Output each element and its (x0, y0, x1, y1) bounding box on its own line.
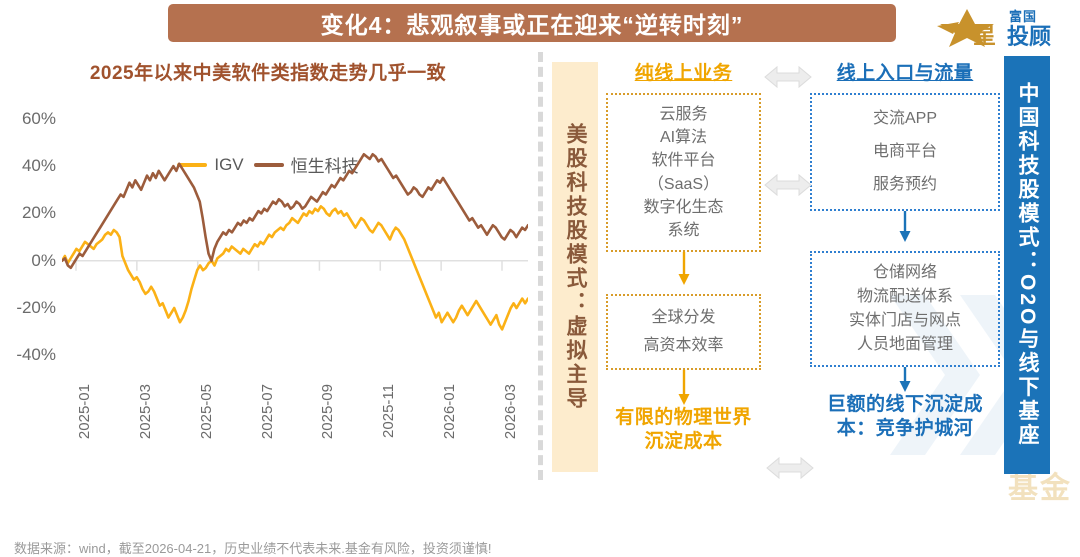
chart-footnote: 数据来源：wind，截至2026-04-21，历史业绩不代表未来.基金有风险，投… (14, 541, 492, 556)
chart-plot-area (60, 107, 530, 379)
y-axis-tick: -20% (16, 298, 56, 318)
legend-label-igv: IGV (214, 154, 244, 174)
offline-box2-item: 仓储网络 (872, 264, 937, 282)
chart-panel: 2025年以来中美软件类指数走势几乎一致 IGV 恒生科技 60% 40% 20% 0… (0, 52, 536, 556)
page-title: 变化4：悲观叙事或正在迎来“逆转时刻” (320, 12, 744, 38)
logo-brand-top: 富国 (1009, 9, 1038, 24)
cn-model-banner-label: 中国科技股模式：O2O与线下基座 (1016, 82, 1039, 448)
offline-box-secondary: 仓储网络 物流配送体系 实体门店与网点 人员地面管理 (810, 251, 1000, 368)
online-box2-item: 全球分发 (651, 309, 716, 327)
online-box-primary: 云服务 AI算法 软件平台 （SaaS） 数字化生态 系统 (606, 93, 761, 253)
y-axis-tick: 40% (21, 156, 56, 176)
chart-legend: IGV 恒生科技 (0, 152, 536, 177)
x-axis-tick: 2026-01 (441, 384, 459, 440)
legend-item-hstech: 恒生科技 (253, 152, 359, 177)
y-axis-tick: -40% (16, 345, 56, 365)
offline-box2-item: 人员地面管理 (856, 336, 953, 354)
offline-box-primary: 交流APP 电商平台 服务预约 (810, 93, 1000, 212)
online-column: 纯线上业务 云服务 AI算法 软件平台 （SaaS） 数字化生态 系统 全球分发… (606, 58, 761, 454)
x-axis-labels: 2025-01 2025-03 2025-05 2025-07 2025-09 2025-… (62, 384, 528, 480)
chart-title: 2025年以来中美软件类指数走势几乎一致 (89, 63, 447, 84)
legend-label-hstech: 恒生科技 (290, 157, 359, 176)
y-axis-tick: 60% (21, 108, 56, 128)
online-box2-item: 高资本效率 (643, 337, 724, 355)
page-title-banner: 变化4：悲观叙事或正在迎来“逆转时刻” (168, 4, 896, 42)
down-arrow-icon-offline-1 (899, 211, 911, 243)
offline-column: 线上入口与流量 交流APP 电商平台 服务预约 仓储网络 物流配送体系 实体门店… (810, 58, 1000, 441)
x-axis-tick: 2025-05 (197, 384, 215, 440)
down-arrow-icon-online-1 (678, 252, 689, 286)
x-axis-tick: 2025-11 (380, 384, 398, 438)
online-box-item: 数字化生态 (643, 198, 724, 216)
online-box-item: 云服务 (659, 106, 708, 123)
chart-series-IGV (60, 205, 530, 331)
y-axis-labels: 60% 40% 20% 0% -20% -40% (0, 107, 60, 379)
online-box-item: AI算法 (659, 129, 708, 147)
us-model-banner-label: 美股科技股模式：虚拟主导 (564, 123, 587, 411)
cn-model-banner: 中国科技股模式：O2O与线下基座 (1004, 56, 1050, 474)
online-column-heading: 纯线上业务 (634, 63, 733, 84)
double-arrow-icon-top (764, 65, 812, 89)
legend-item-igv: IGV (177, 154, 244, 175)
double-arrow-icon-middle (764, 173, 812, 197)
offline-box-item: 服务预约 (872, 175, 937, 193)
x-axis-tick: 2025-07 (258, 384, 276, 440)
offline-box-item: 电商平台 (872, 142, 937, 160)
x-axis-tick: 2025-09 (319, 384, 337, 440)
down-arrow-icon-online-2 (678, 370, 689, 406)
online-conclusion: 有限的物理世界沉淀成本 (615, 407, 752, 452)
x-axis-tick: 2026-03 (502, 384, 519, 440)
x-axis-tick: 2025-03 (136, 384, 154, 440)
star-icon (937, 9, 994, 47)
y-axis-tick: 20% (21, 203, 56, 223)
offline-conclusion: 巨额的线下沉淀成本：竞争护城河 (826, 394, 983, 440)
online-box-item: 系统 (667, 221, 700, 239)
online-box-item: （SaaS） (647, 175, 720, 193)
logo-xing-char: 星 (973, 22, 996, 48)
offline-box-item: 交流APP (872, 110, 938, 127)
down-arrow-icon-offline-2 (899, 367, 911, 393)
offline-box2-item: 物流配送体系 (856, 288, 953, 306)
y-axis-tick: 0% (31, 250, 56, 270)
legend-swatch-igv (177, 162, 208, 167)
online-box-secondary: 全球分发 高资本效率 (606, 294, 761, 371)
double-arrow-icon-bottom (766, 456, 814, 480)
chart-svg (60, 152, 530, 331)
section-divider (538, 52, 543, 480)
brand-logo: 星 富国 投顾 (935, 2, 1075, 50)
us-model-banner: 美股科技股模式：虚拟主导 (552, 62, 598, 472)
legend-swatch-hstech (253, 162, 284, 167)
logo-brand-bottom: 投顾 (1007, 24, 1052, 49)
offline-box2-item: 实体门店与网点 (848, 312, 961, 330)
x-axis-tick: 2025-01 (76, 384, 93, 440)
offline-column-heading: 线上入口与流量 (836, 63, 974, 84)
online-box-item: 软件平台 (651, 152, 716, 170)
chart-series-恒生科技 (60, 152, 530, 270)
